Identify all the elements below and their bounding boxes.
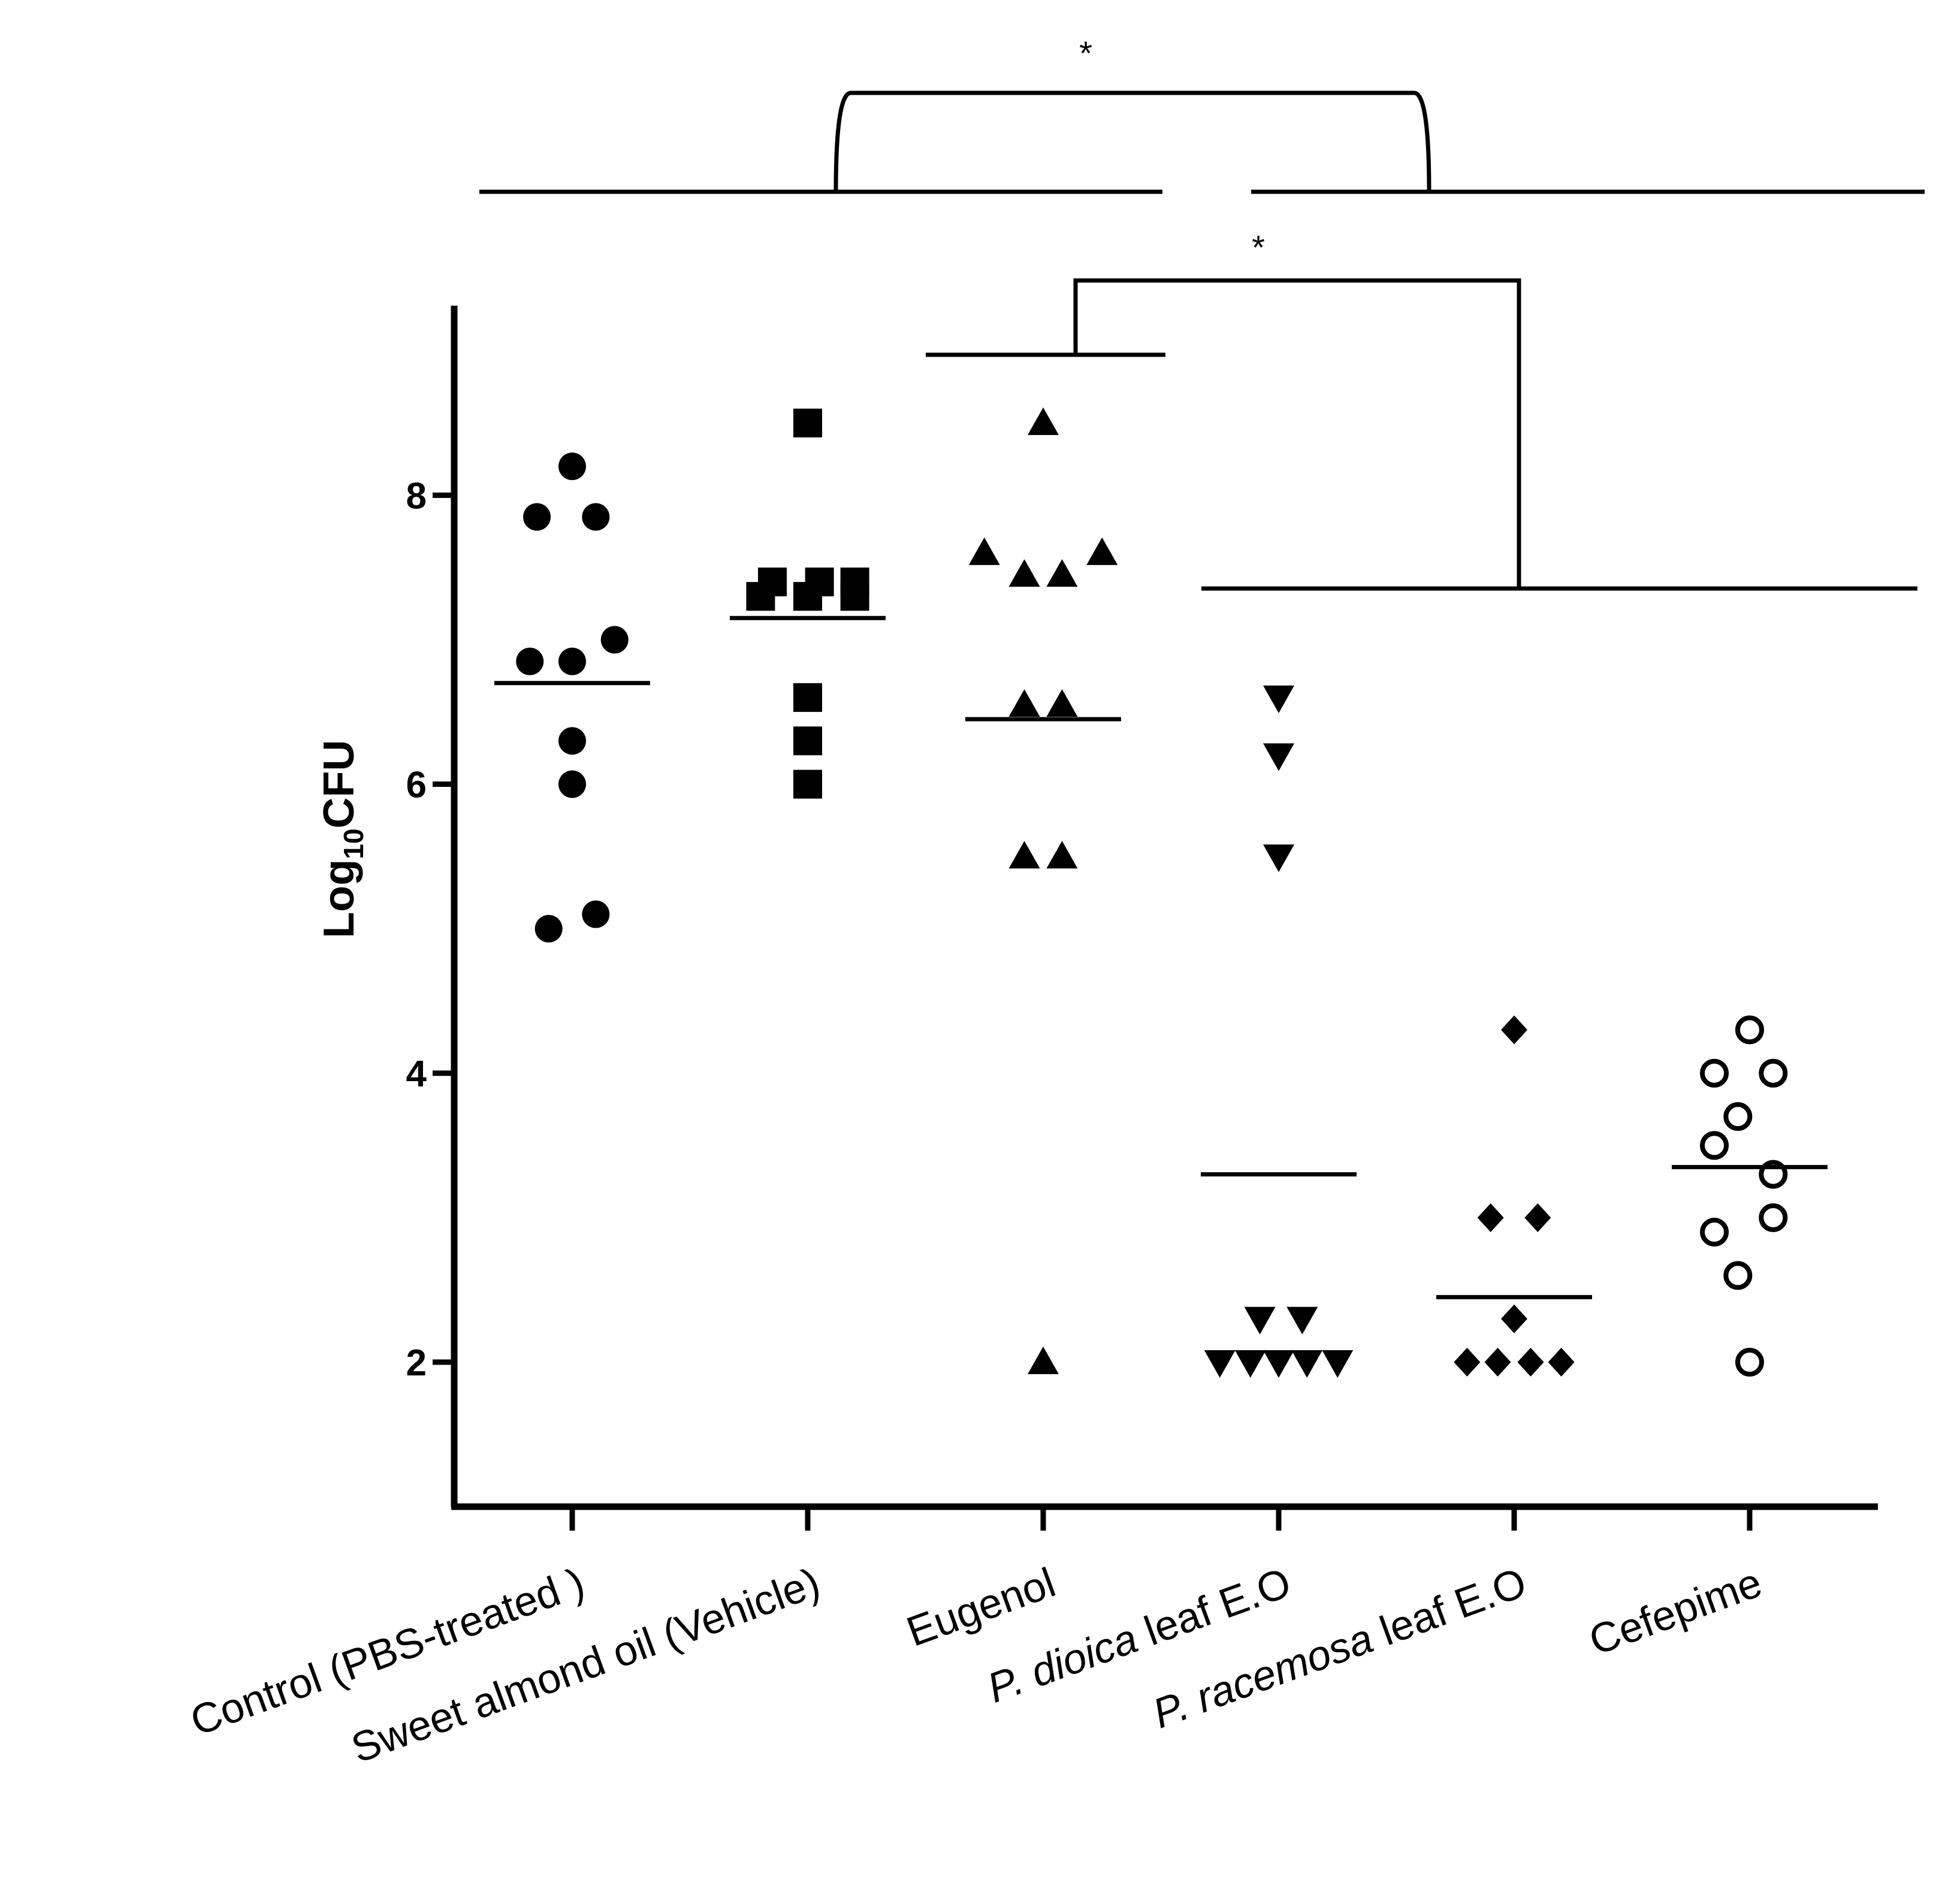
y-axis-label: Log10CFU	[315, 740, 369, 938]
y-tick-label-2: 2	[406, 1342, 427, 1384]
point-g0-6	[558, 727, 586, 755]
y-axis-label-main: Log	[315, 859, 363, 939]
point-g4-5	[1484, 1347, 1511, 1377]
category-label-4: P. racemosa leaf E.O	[1147, 1559, 1532, 1737]
point-g1-7	[793, 683, 822, 712]
point-g3-6	[1234, 1350, 1266, 1378]
point-g1-9	[793, 770, 822, 799]
category-label-3-part-0: P. dioica	[981, 1615, 1143, 1712]
bracket2-star: *	[1252, 228, 1265, 266]
point-g5-8	[1723, 1261, 1753, 1290]
point-g2-8	[1046, 841, 1078, 869]
point-g4-4	[1454, 1347, 1481, 1377]
point-g2-0	[1028, 407, 1059, 435]
point-g2-5	[1008, 689, 1040, 717]
point-g1-5	[793, 582, 822, 611]
category-label-4-part-1: leaf E.O	[1363, 1559, 1533, 1658]
point-g3-4	[1286, 1306, 1318, 1335]
point-g0-2	[582, 503, 610, 531]
category-label-2: Eugenol	[901, 1559, 1061, 1655]
point-g3-0	[1263, 685, 1294, 713]
axes	[451, 306, 1878, 1510]
point-g4-7	[1548, 1347, 1575, 1377]
category-label-5-part-0: Cefepime	[1583, 1559, 1768, 1664]
point-g2-6	[1046, 689, 1078, 717]
point-g0-7	[558, 770, 586, 798]
category-label-5: Cefepime	[1583, 1559, 1768, 1664]
point-g2-9	[1028, 1346, 1059, 1374]
point-g3-3	[1244, 1306, 1276, 1335]
point-g3-8	[1291, 1350, 1323, 1378]
category-label-3-part-1: leaf E.O	[1128, 1559, 1297, 1658]
significance-brackets: **	[479, 34, 1925, 591]
point-g3-2	[1263, 844, 1294, 873]
point-g5-6	[1700, 1217, 1729, 1247]
point-g5-3	[1723, 1102, 1753, 1131]
data-points	[516, 407, 1788, 1378]
point-g1-4	[746, 582, 775, 611]
point-g2-2	[1008, 559, 1040, 587]
point-g0-4	[516, 647, 544, 675]
point-g0-8	[534, 915, 563, 943]
point-g0-5	[558, 647, 586, 675]
y-axis-label-subscript: 10	[338, 828, 369, 859]
y-ticks: 2 4 6 8	[406, 475, 454, 1384]
x-ticks	[569, 1507, 1753, 1531]
bracket1-star: *	[1079, 34, 1092, 72]
point-g5-0	[1735, 1015, 1764, 1045]
point-g4-3	[1501, 1304, 1527, 1333]
point-g3-5	[1204, 1350, 1236, 1378]
point-g0-3	[600, 626, 629, 654]
point-g2-7	[1008, 841, 1040, 869]
category-label-2-part-0: Eugenol	[901, 1559, 1061, 1655]
point-g0-9	[582, 900, 610, 928]
point-g3-1	[1263, 743, 1294, 771]
point-g3-7	[1263, 1350, 1294, 1378]
point-g1-8	[793, 726, 822, 756]
point-g4-2	[1524, 1203, 1551, 1232]
point-g4-0	[1501, 1015, 1527, 1045]
point-g5-4	[1700, 1131, 1729, 1160]
bracket2-connector	[1073, 278, 1521, 589]
category-labels: Control (PBS-treated )Sweet almond oil (…	[185, 1559, 1768, 1772]
y-tick-label-4: 4	[406, 1054, 427, 1095]
point-g4-6	[1517, 1347, 1544, 1377]
point-g4-1	[1477, 1203, 1504, 1232]
point-g5-7	[1759, 1203, 1788, 1232]
point-g0-1	[523, 503, 551, 531]
y-tick-label-8: 8	[406, 475, 427, 517]
y-axis-label-suffix: CFU	[315, 740, 363, 828]
point-g2-4	[1086, 537, 1118, 565]
point-g3-9	[1322, 1350, 1354, 1378]
point-g1-0	[793, 408, 822, 437]
point-g5-1	[1700, 1058, 1729, 1088]
point-g2-1	[968, 537, 1000, 565]
point-g2-3	[1046, 559, 1078, 587]
bracket1-connector	[833, 90, 1431, 192]
mean-lines	[494, 615, 1828, 1299]
point-g0-0	[558, 452, 586, 481]
y-tick-label-6: 6	[406, 765, 427, 806]
point-g5-9	[1735, 1347, 1764, 1377]
point-g1-6	[840, 582, 869, 611]
point-g5-2	[1759, 1058, 1788, 1088]
